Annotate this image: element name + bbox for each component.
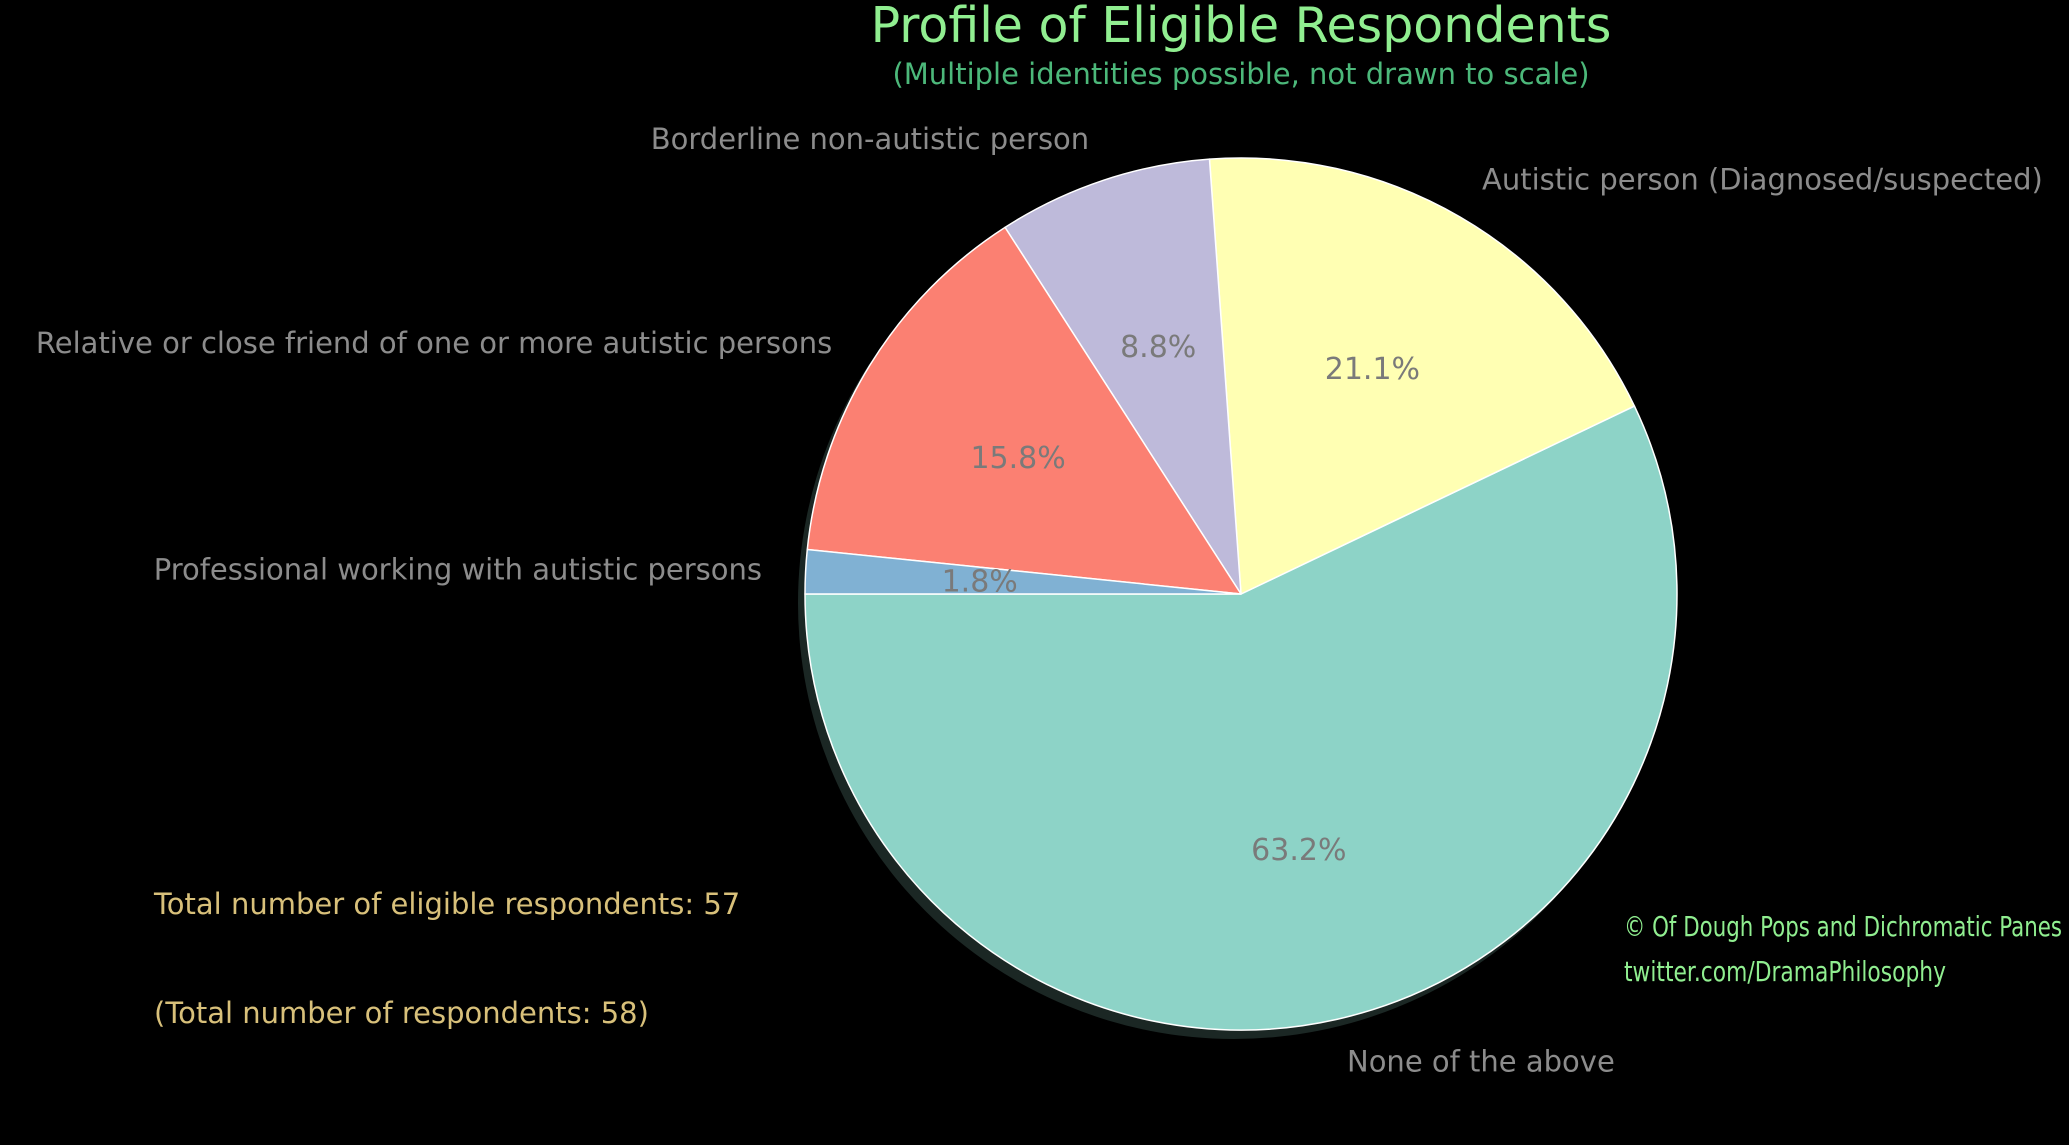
slice-percent-relative-or-close-friend-of-one-or-more-autistic-persons: 15.8% [970,441,1065,476]
total-respondents-note: (Total number of respondents: 58) [154,996,649,1030]
eligible-respondents-note: Total number of eligible respondents: 57 [153,887,740,921]
slice-label-professional-working-with-autistic-persons: Professional working with autistic perso… [154,553,762,587]
twitter-credit: twitter.com/DramaPhilosophy [1624,955,1946,988]
slice-percent-professional-working-with-autistic-persons: 1.8% [942,565,1018,600]
pie-slices [804,157,1678,1031]
slice-label-borderline-non-autistic-person: Borderline non-autistic person [651,122,1089,156]
pie-slice-borderline-non-autistic-person [1004,158,1242,595]
pie-slice-none-of-the-above [804,405,1678,1031]
pie-slice-relative-or-close-friend-of-one-or-more-autistic-persons [806,226,1242,595]
chart-subtitle: (Multiple identities possible, not drawn… [892,57,1589,91]
slice-label-relative-or-close-friend-of-one-or-more-autistic-persons: Relative or close friend of one or more … [36,326,832,360]
slice-percent-borderline-non-autistic-person: 8.8% [1120,330,1196,365]
pie-slice-professional-working-with-autistic-persons [804,548,1242,595]
slice-label-none-of-the-above: None of the above [1347,1045,1615,1079]
slice-percent-autistic-person-diagnosed-suspected: 21.1% [1325,352,1420,387]
slice-percent-none-of-the-above: 63.2% [1251,833,1346,868]
copyright-credit: © Of Dough Pops and Dichromatic Panes [1624,910,2062,943]
pie-labels: None of the above 63.2% Autistic person (D… [36,122,2043,1079]
pie-slice-autistic-person-diagnosed-suspected [1208,157,1636,595]
chart-title: Profile of Eligible Respondents [871,0,1612,54]
slice-label-autistic-person-diagnosed-suspected: Autistic person (Diagnosed/suspected) [1482,162,2043,196]
